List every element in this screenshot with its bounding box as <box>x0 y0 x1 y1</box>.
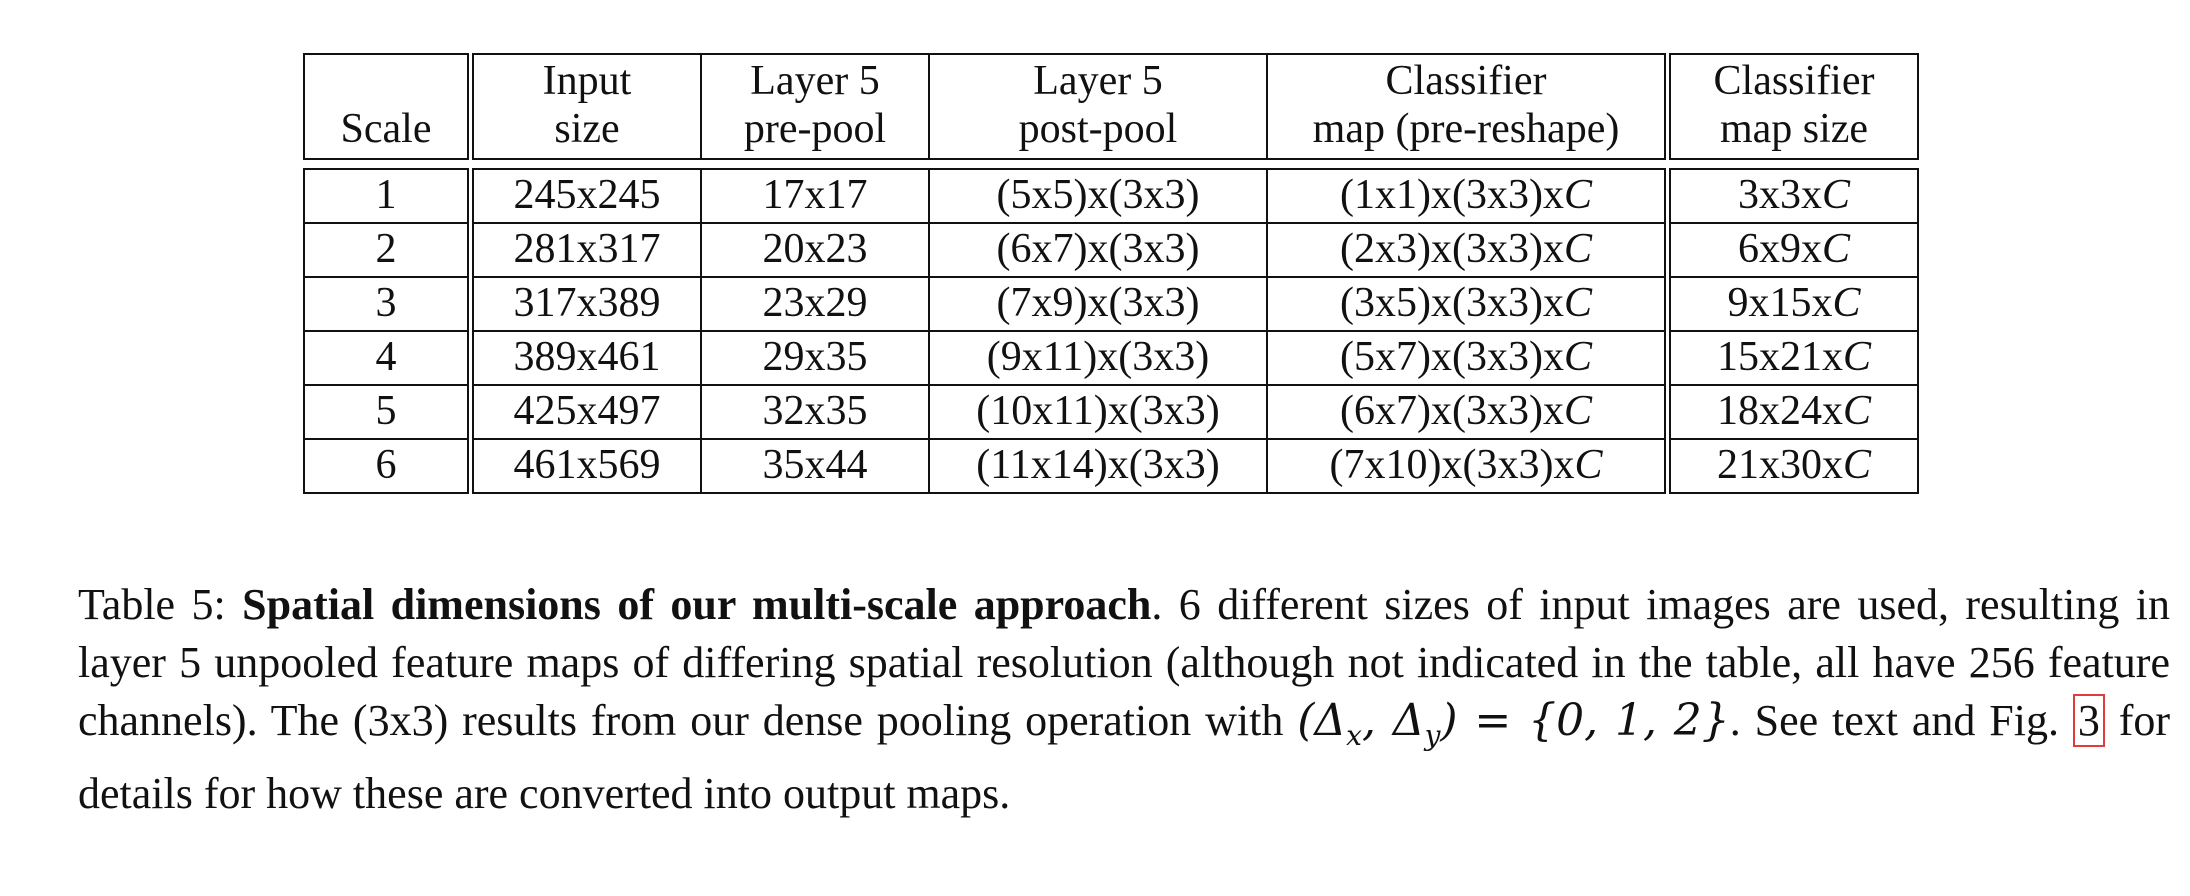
header-postpool: Layer 5 post-pool <box>928 53 1268 160</box>
table-row: 3 317x389 23x29 (7x9)x(3x3) (3x5)x(3x3)xC 9x1… <box>303 275 1919 332</box>
caption-text-1: . 6 different sizes of input images are … <box>78 580 2171 745</box>
caption-text-2: . See text and Fig. <box>1729 696 2073 745</box>
table-cell: 23x29 <box>700 275 930 332</box>
table-cell: 5 <box>303 383 474 440</box>
table-cell: (5x7)x(3x3)xC <box>1266 329 1671 386</box>
caption-math: (Δx, Δy) = {0, 1, 2} <box>1297 695 1730 752</box>
table-cell: 29x35 <box>700 329 930 386</box>
header-input-size: Input size <box>469 53 702 160</box>
caption-title: Spatial dimensions of our multi-scale ap… <box>242 580 1152 629</box>
table-cell: (6x7)x(3x3) <box>928 221 1268 278</box>
header-classifier-map: Classifier map (pre-reshape) <box>1266 53 1671 160</box>
table-cell: 2 <box>303 221 474 278</box>
table-row: 1 245x245 17x17 (5x5)x(3x3) (1x1)x(3x3)xC 3x3… <box>303 167 1919 224</box>
table-cell: 9x15xC <box>1666 275 1919 332</box>
table-cell: (2x3)x(3x3)xC <box>1266 221 1671 278</box>
table-cell: 281x317 <box>469 221 702 278</box>
table-cell: 32x35 <box>700 383 930 440</box>
table-cell: 18x24xC <box>1666 383 1919 440</box>
table-row: 2 281x317 20x23 (6x7)x(3x3) (2x3)x(3x3)xC 6x9… <box>303 221 1919 278</box>
table-row: 6 461x569 35x44 (11x14)x(3x3) (7x10)x(3x3)xC… <box>303 437 1919 494</box>
table-cell: (9x11)x(3x3) <box>928 329 1268 386</box>
table-row: 5 425x497 32x35 (10x11)x(3x3) (6x7)x(3x3)xC 1… <box>303 383 1919 440</box>
table-cell: 3x3xC <box>1666 167 1919 224</box>
table-cell: 21x30xC <box>1666 437 1919 494</box>
table-cell: 6 <box>303 437 474 494</box>
table-cell: 35x44 <box>700 437 930 494</box>
table-row: 4 389x461 29x35 (9x11)x(3x3) (5x7)x(3x3)xC 15… <box>303 329 1919 386</box>
table-cell: 4 <box>303 329 474 386</box>
header-scale: Scale <box>303 53 474 160</box>
table-caption: Table 5: Spatial dimensions of our multi… <box>78 576 2170 823</box>
table-cell: 3 <box>303 275 474 332</box>
table-cell: (11x14)x(3x3) <box>928 437 1268 494</box>
table-cell: 6x9xC <box>1666 221 1919 278</box>
table-cell: 20x23 <box>700 221 930 278</box>
table-cell: 461x569 <box>469 437 702 494</box>
table-cell: 425x497 <box>469 383 702 440</box>
table-cell: (3x5)x(3x3)xC <box>1266 275 1671 332</box>
table-cell: (1x1)x(3x3)xC <box>1266 167 1671 224</box>
table-cell: 15x21xC <box>1666 329 1919 386</box>
table-cell: (7x10)x(3x3)xC <box>1266 437 1671 494</box>
table-cell: (5x5)x(3x3) <box>928 167 1268 224</box>
table-cell: 389x461 <box>469 329 702 386</box>
table-cell: 1 <box>303 167 474 224</box>
table-cell: (10x11)x(3x3) <box>928 383 1268 440</box>
table-cell: 245x245 <box>469 167 702 224</box>
table-cell: 317x389 <box>469 275 702 332</box>
figure-ref-link[interactable]: 3 <box>2072 694 2105 747</box>
header-classifier-size: Classifier map size <box>1666 53 1919 160</box>
table-cell: (7x9)x(3x3) <box>928 275 1268 332</box>
table-cell: (6x7)x(3x3)xC <box>1266 383 1671 440</box>
table-cell: 17x17 <box>700 167 930 224</box>
header-prepool: Layer 5 pre-pool <box>700 53 930 160</box>
caption-label: Table 5: <box>78 580 226 629</box>
caption-text-3: for details for how these are converted … <box>78 696 2171 818</box>
